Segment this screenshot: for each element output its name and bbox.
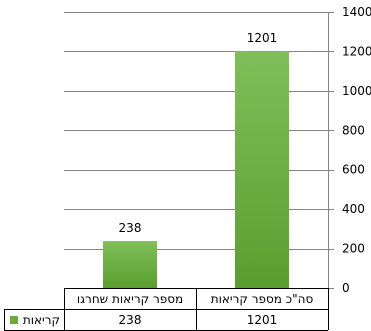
category-label-1: מספר קריאות שחרגו xyxy=(77,292,183,306)
y-tick-label: 800 xyxy=(342,123,365,137)
y-tick-label: 1200 xyxy=(342,44,371,58)
bars xyxy=(103,51,289,288)
y-tick-label: 400 xyxy=(342,202,365,216)
table-value-0: 1201 xyxy=(247,313,278,327)
y-tick-label: 1400 xyxy=(342,5,371,19)
y-tick-label: 200 xyxy=(342,242,365,256)
bar-0 xyxy=(235,51,289,288)
data-label-0: 1201 xyxy=(247,31,278,45)
legend-label: קריאות xyxy=(23,313,60,327)
table-value-1: 238 xyxy=(119,313,142,327)
data-table: סה"כ מספר קריאות מספר קריאות שחרגו 1201 238… xyxy=(4,288,329,331)
y-tick-label: 600 xyxy=(342,163,365,177)
y-tick-label: 1000 xyxy=(342,84,371,98)
y-axis-ticks: 0 200 400 600 800 1000 1200 1400 xyxy=(342,5,371,295)
bar-1 xyxy=(103,241,157,288)
data-label-1: 238 xyxy=(119,221,142,235)
category-label-0: סה"כ מספר קריאות xyxy=(211,292,314,306)
legend-swatch xyxy=(10,316,18,324)
y-tick-label: 0 xyxy=(342,281,350,295)
